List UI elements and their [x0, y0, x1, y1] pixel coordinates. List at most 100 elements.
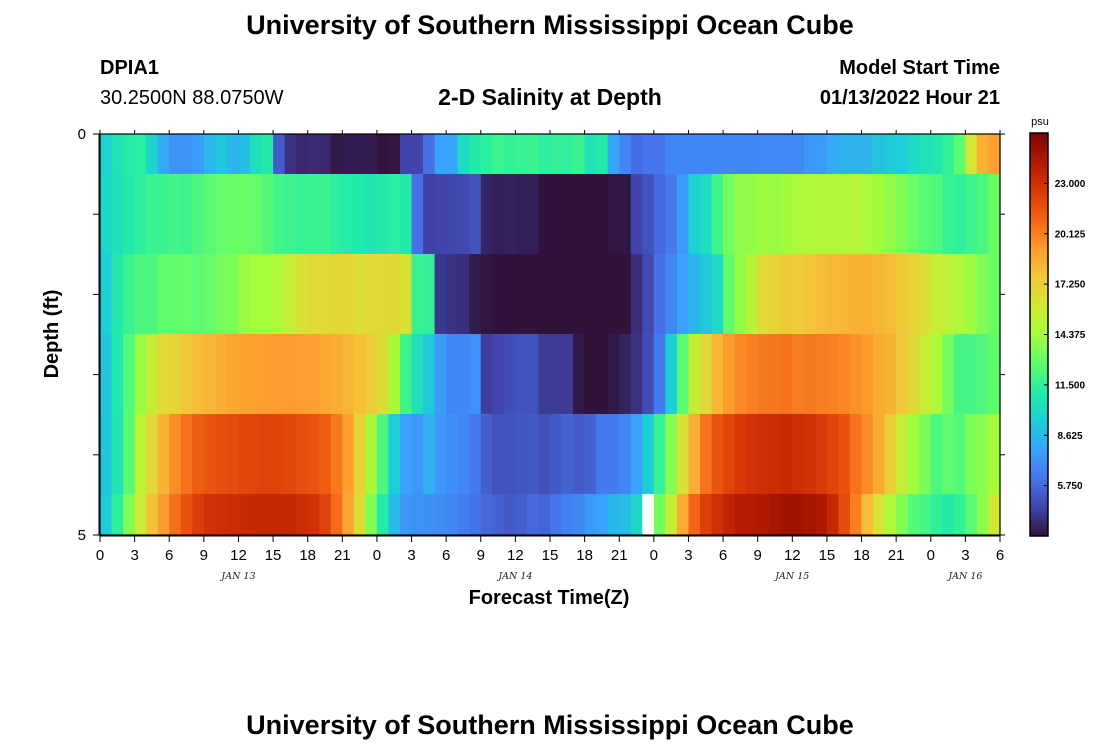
heatmap-cell	[619, 494, 632, 536]
colorbar-tick-label: 11.500	[1055, 380, 1085, 391]
heatmap-cell	[596, 254, 609, 335]
heatmap-cell	[492, 334, 505, 415]
heatmap-cell	[573, 174, 586, 255]
heatmap-cell	[319, 494, 332, 536]
heatmap-cell	[261, 414, 274, 495]
heatmap-cell	[584, 494, 597, 536]
x-tick-label: 9	[754, 547, 762, 564]
heatmap-cell	[492, 494, 505, 536]
x-tick-label: 18	[576, 547, 593, 564]
heatmap-cell	[711, 414, 724, 495]
heatmap-cell	[746, 254, 759, 335]
heatmap-cell	[688, 134, 701, 175]
heatmap-cell	[792, 174, 805, 255]
heatmap-cell	[769, 494, 782, 536]
x-tick-label: 12	[507, 547, 524, 564]
x-tick-label: 0	[927, 547, 935, 564]
heatmap-cell	[861, 254, 874, 335]
x-tick-label: 3	[407, 547, 415, 564]
heatmap-cell	[400, 414, 413, 495]
heatmap-cell	[723, 134, 736, 175]
heatmap-cell	[688, 254, 701, 335]
heatmap-cell	[792, 414, 805, 495]
heatmap-cell	[953, 494, 966, 536]
x-tick-label: 15	[819, 547, 836, 564]
heatmap-cell	[757, 174, 770, 255]
heatmap-cell	[215, 494, 228, 536]
heatmap-cell	[180, 334, 193, 415]
heatmap-cell	[642, 174, 655, 255]
heatmap-cell	[146, 414, 159, 495]
heatmap-cell	[111, 254, 124, 335]
heatmap-cell	[596, 174, 609, 255]
heatmap-cell	[642, 494, 655, 536]
heatmap-cell	[376, 254, 390, 335]
heatmap-cell	[919, 494, 932, 536]
heatmap-cell	[273, 254, 286, 335]
heatmap-cell	[457, 134, 470, 175]
heatmap-cell	[365, 174, 378, 255]
heatmap-cell	[446, 334, 459, 415]
heatmap-cell	[273, 134, 286, 175]
heatmap-cell	[100, 414, 113, 495]
x-tick-label: 21	[888, 547, 905, 564]
heatmap-cell	[515, 334, 528, 415]
heatmap-cell	[942, 414, 955, 495]
heatmap-cell	[711, 494, 724, 536]
heatmap-cell	[111, 134, 124, 175]
heatmap-cell	[446, 134, 459, 175]
heatmap-cell	[134, 254, 147, 335]
heatmap-cell	[688, 334, 701, 415]
day-labels: JAN 13 JAN 14 JAN 15 JAN 16	[219, 571, 982, 582]
heatmap-cell	[907, 334, 920, 415]
heatmap-cell	[838, 414, 851, 495]
heatmap-cell	[965, 334, 978, 415]
heatmap-cell	[561, 414, 574, 495]
heatmap-cell	[873, 174, 886, 255]
heatmap-cell	[780, 134, 793, 175]
heatmap-cell	[296, 334, 309, 415]
x-tick-label: 12	[784, 547, 801, 564]
heatmap-cell	[838, 334, 851, 415]
heatmap-cell	[423, 174, 436, 255]
heatmap-cell	[584, 134, 597, 175]
colorbar-tick-label: 23.000	[1055, 179, 1086, 190]
heatmap-cell	[411, 334, 424, 415]
day-label: JAN 16	[946, 571, 982, 582]
heatmap-cell	[457, 494, 470, 536]
heatmap-cell	[353, 414, 366, 495]
heatmap-cell	[446, 414, 459, 495]
heatmap-cell	[630, 334, 643, 415]
heatmap-cell	[584, 334, 597, 415]
heatmap-cell	[953, 414, 966, 495]
heatmap-cell	[169, 174, 182, 255]
colorbar-tick-label: 8.625	[1057, 431, 1082, 442]
heatmap-cell	[434, 494, 447, 536]
x-tick-label: 3	[961, 547, 969, 564]
heatmap-cell	[826, 494, 840, 536]
heatmap-cell	[688, 174, 701, 255]
heatmap-cell	[307, 254, 320, 335]
heatmap-cell	[838, 174, 851, 255]
heatmap-cell	[226, 334, 240, 415]
heatmap-cell	[676, 414, 690, 495]
heatmap-cell	[365, 494, 378, 536]
heatmap-cell	[723, 254, 736, 335]
heatmap-cell	[573, 254, 586, 335]
heatmap-cell	[965, 494, 978, 536]
heatmap-cell	[550, 414, 563, 495]
heatmap-cell	[319, 174, 332, 255]
heatmap-cell	[538, 254, 551, 335]
heatmap-cell	[769, 414, 782, 495]
heatmap-cell	[953, 134, 966, 175]
heatmap-cell	[480, 334, 493, 415]
heatmap-cell	[850, 134, 863, 175]
x-tick-label: 15	[542, 547, 559, 564]
heatmap-cell	[146, 334, 159, 415]
heatmap-cell	[930, 334, 943, 415]
heatmap-cell	[700, 334, 713, 415]
heatmap-cell	[884, 134, 897, 175]
heatmap-cell	[434, 254, 447, 335]
heatmap-cell	[250, 174, 263, 255]
